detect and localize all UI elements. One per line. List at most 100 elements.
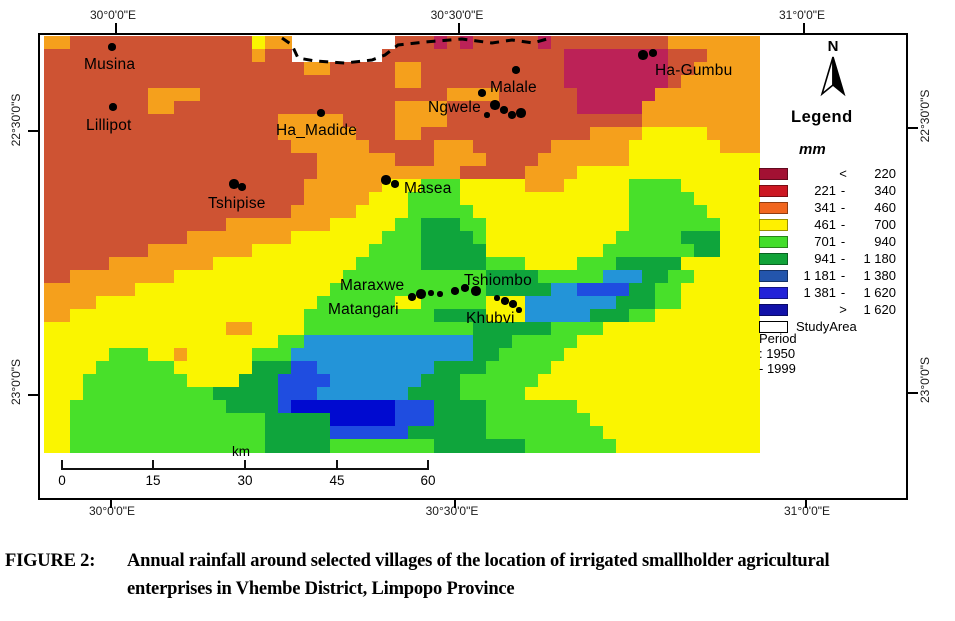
village-dot — [428, 290, 434, 296]
raster-cells — [590, 309, 630, 323]
raster-cells — [226, 218, 331, 232]
raster-cells — [525, 387, 760, 401]
legend-range-max: 220 — [874, 166, 896, 181]
raster-cells — [421, 231, 474, 245]
raster-cells — [668, 270, 695, 284]
raster-cells — [70, 36, 253, 50]
raster-cells — [603, 322, 760, 336]
raster-cells — [525, 296, 617, 310]
village-label-matangari: Matangari — [328, 301, 399, 318]
raster-cells — [460, 374, 539, 388]
raster-cells — [174, 361, 253, 375]
raster-cells — [109, 257, 214, 271]
raster-cells — [265, 413, 331, 427]
raster-cells — [564, 75, 669, 89]
raster-cells — [460, 387, 526, 401]
raster-cells — [538, 36, 552, 50]
raster-cells — [538, 270, 604, 284]
raster-cells — [148, 244, 253, 258]
raster-cells — [44, 153, 318, 167]
raster-cells — [44, 257, 110, 271]
legend-range-separator: - — [840, 268, 846, 283]
village-label-ngwele: Ngwele — [428, 99, 481, 116]
raster-cells — [434, 36, 448, 50]
raster-cells — [473, 348, 500, 362]
latitude-label: 23°0'0"S — [9, 358, 23, 406]
village-dot — [391, 180, 399, 188]
village-dot — [408, 293, 416, 301]
graticule-tick — [803, 23, 805, 33]
raster-cells — [642, 270, 669, 284]
village-label-ha_madide: Ha_Madide — [276, 122, 358, 139]
raster-cells — [655, 283, 682, 297]
raster-cells — [317, 296, 396, 310]
raster-cells — [395, 413, 435, 427]
raster-cells — [395, 218, 422, 232]
village-dot — [516, 307, 522, 313]
raster-cells — [655, 309, 760, 323]
figure-caption-label: FIGURE 2: — [5, 551, 96, 571]
raster-cells — [239, 374, 279, 388]
raster-cells — [421, 244, 487, 258]
raster-cells — [330, 426, 409, 440]
legend-entry: <220 — [759, 165, 896, 182]
legend-entry: 461- 700 — [759, 216, 896, 233]
legend-range-min: 461 — [814, 217, 836, 232]
raster-cells — [44, 49, 253, 63]
raster-cells — [44, 439, 71, 453]
raster-cells — [629, 283, 656, 297]
raster-cells — [148, 101, 175, 115]
raster-cells — [330, 62, 396, 76]
raster-cells — [330, 413, 396, 427]
longitude-label: 31°0'0"E — [778, 8, 826, 22]
raster-cells — [148, 88, 201, 102]
raster-cells — [317, 387, 409, 401]
raster-cells — [291, 361, 318, 375]
raster-cells — [187, 231, 292, 245]
raster-cells — [304, 192, 370, 206]
raster-cells — [629, 192, 695, 206]
raster-cells — [720, 140, 760, 154]
raster-cells — [616, 439, 760, 453]
raster-cells — [447, 36, 461, 50]
scale-bar-number: 30 — [237, 473, 253, 488]
raster-cells — [460, 192, 630, 206]
legend-range-min: 701 — [814, 234, 836, 249]
raster-cells — [486, 257, 526, 271]
raster-cells — [174, 270, 344, 284]
raster-cells — [486, 400, 578, 414]
raster-cells — [720, 231, 760, 245]
village-dot — [451, 287, 459, 295]
raster-cells — [616, 231, 682, 245]
raster-cells — [720, 244, 760, 258]
raster-cells — [330, 374, 422, 388]
raster-cells — [278, 114, 344, 128]
legend-range-separator: - — [840, 200, 846, 215]
raster-cells — [590, 127, 643, 141]
raster-cells — [174, 348, 188, 362]
village-dot — [490, 100, 500, 110]
raster-cells — [473, 140, 552, 154]
raster-cells — [603, 426, 760, 440]
raster-cells — [551, 283, 578, 297]
raster-cells — [668, 75, 682, 89]
raster-cells — [486, 231, 617, 245]
raster-cells — [460, 218, 487, 232]
village-dot — [471, 286, 481, 296]
latitude-label: 23°0'0"S — [918, 356, 932, 404]
raster-cells — [577, 257, 617, 271]
legend-range-separator: > — [839, 302, 847, 317]
raster-cells — [70, 439, 266, 453]
legend-range-max: 1 380 — [863, 268, 896, 283]
raster-cells — [707, 205, 760, 219]
legend-swatch — [759, 269, 788, 282]
raster-cells — [44, 88, 149, 102]
raster-cells — [694, 270, 760, 284]
village-dot — [461, 284, 469, 292]
raster-cells — [525, 309, 591, 323]
raster-cells — [525, 179, 565, 193]
raster-cells — [421, 296, 487, 310]
raster-cells — [291, 348, 474, 362]
raster-cells — [109, 348, 149, 362]
